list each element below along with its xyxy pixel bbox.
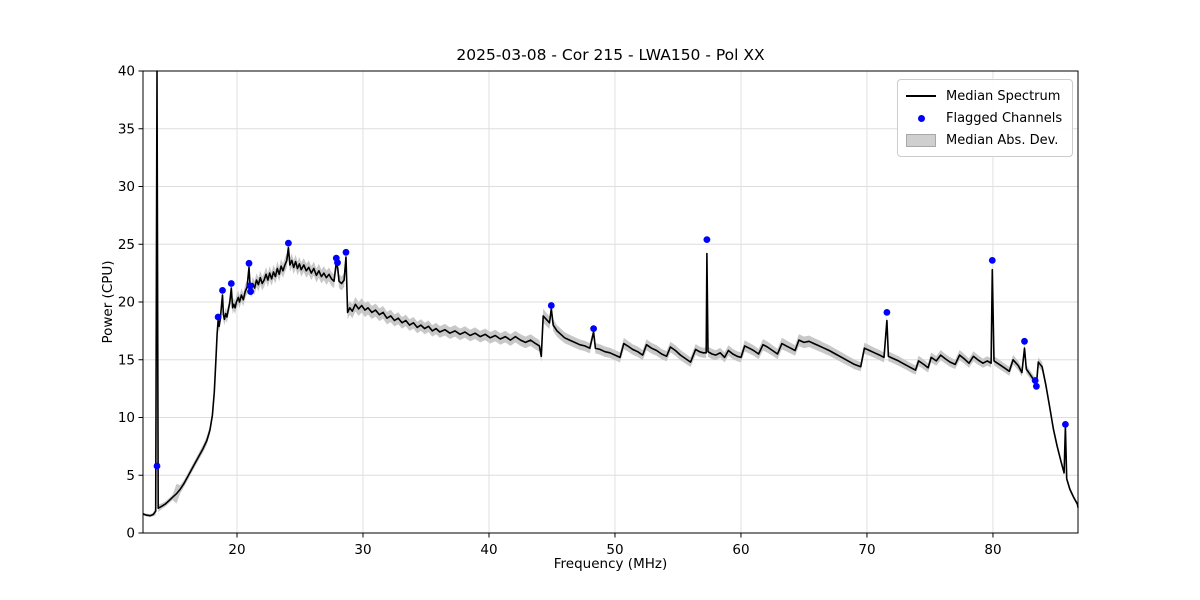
median-spectrum-line (142, 70, 1079, 517)
flagged-channel-dot (1031, 377, 1039, 384)
x-tick-label: 60 (732, 542, 749, 558)
flagged-channel-dot (1033, 382, 1040, 390)
flagged-channel-dot (590, 325, 597, 332)
legend-item-flagged-channels: Flagged Channels (906, 107, 1062, 129)
flagged-channel-dot (153, 462, 161, 470)
x-tick-label: 40 (480, 542, 497, 558)
y-tick-label: 20 (118, 295, 135, 311)
y-tick-label: 5 (126, 468, 135, 484)
flagged-dot-sample (906, 114, 936, 122)
flagged-channel-dot (547, 302, 555, 309)
flagged-channel-dot (285, 239, 292, 247)
flagged-channel-dot (227, 280, 235, 287)
flagged-channel-dot (334, 259, 341, 267)
flagged-channel-dot (342, 248, 350, 256)
legend-item-median-abs-dev: Median Abs. Dev. (906, 129, 1062, 151)
flagged-channel-dot (703, 236, 711, 244)
flagged-channel-dot (247, 288, 255, 295)
tick-marks (138, 70, 994, 538)
legend-label: Flagged Channels (946, 110, 1063, 126)
legend-item-median-spectrum: Median Spectrum (906, 85, 1062, 107)
y-tick-label: 10 (118, 410, 135, 426)
grid (143, 70, 1078, 534)
flagged-channel-dot (988, 257, 996, 264)
flagged-channel-dot (214, 313, 222, 321)
flagged-channel-dot (246, 282, 254, 290)
x-tick-label: 30 (354, 542, 371, 558)
median-line-sample (906, 95, 936, 97)
y-tick-label: 35 (118, 121, 135, 137)
mad-band-sample (906, 133, 936, 147)
y-axis-label: Power (CPU) (100, 260, 116, 344)
y-tick-label: 0 (126, 526, 135, 542)
flagged-channel-dot (219, 287, 226, 294)
legend: Median Spectrum Flagged Channels Median … (897, 79, 1074, 157)
x-tick-label: 50 (606, 542, 623, 558)
x-axis-label: Frequency (MHz) (553, 556, 668, 572)
tick-labels: 20 30 40 50 60 70 80 0 5 10 15 20 25 30 35 40 (118, 64, 1002, 559)
y-tick-label: 30 (118, 179, 135, 195)
y-tick-label: 25 (118, 237, 135, 253)
x-tick-label: 20 (228, 542, 245, 558)
line-swatch-icon (906, 95, 936, 97)
y-tick-label: 15 (118, 352, 135, 368)
x-tick-label: 80 (984, 542, 1001, 558)
flagged-channel-markers (153, 236, 1069, 470)
legend-label: Median Spectrum (946, 88, 1061, 104)
legend-label: Median Abs. Dev. (946, 132, 1059, 148)
flagged-channel-dot (245, 259, 253, 267)
y-tick-label: 40 (118, 64, 135, 80)
flagged-channel-dot (1021, 337, 1028, 345)
flagged-channel-dot (883, 309, 891, 316)
chart-title: 2025-03-08 - Cor 215 - LWA150 - Pol XX (456, 46, 765, 64)
dot-swatch-icon (917, 114, 925, 122)
flagged-channel-dot (1062, 421, 1069, 428)
patch-swatch-icon (906, 133, 936, 147)
x-tick-label: 70 (858, 542, 875, 558)
